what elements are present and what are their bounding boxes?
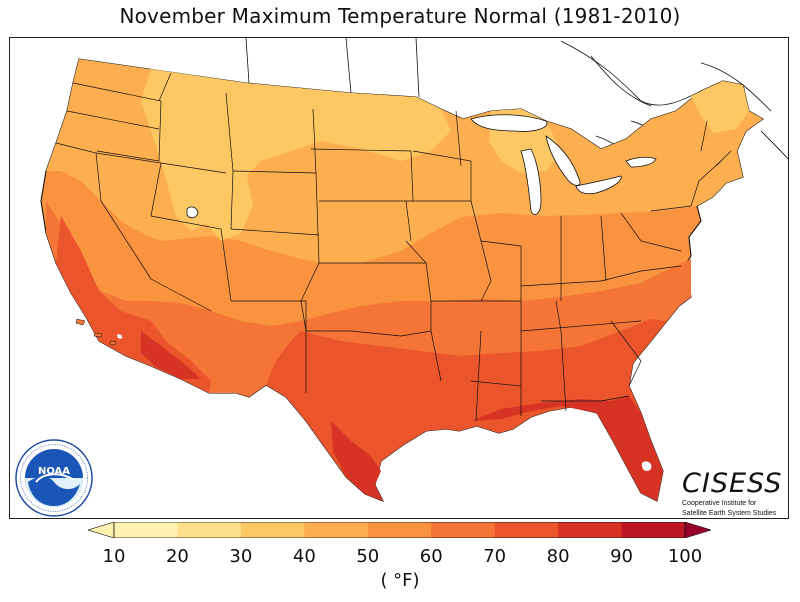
colorbar-segments xyxy=(88,522,711,538)
colorbar-tick-label: 40 xyxy=(292,546,316,567)
water-bodies xyxy=(117,334,652,471)
cisess-logo: CISESS Cooperative Institute for Satelli… xyxy=(682,470,782,518)
colorbar-segment xyxy=(177,522,242,538)
colorbar-segment xyxy=(114,522,178,538)
colorbar-tick-label: 10 xyxy=(102,546,126,567)
zone-30s xyxy=(691,81,749,133)
colorbar-segment xyxy=(367,522,432,538)
colorbar-extend-high xyxy=(684,522,711,538)
great-lakes xyxy=(186,114,657,219)
state-borders xyxy=(55,72,732,422)
noaa-wordmark: NOAA xyxy=(38,466,70,477)
map-panel xyxy=(9,37,789,519)
noaa-logo: NOAA xyxy=(15,439,93,517)
colorbar-segment xyxy=(494,522,559,538)
colorbar-segment xyxy=(621,522,686,538)
colorbar-segment xyxy=(431,522,496,538)
colorbar-tick-label: 20 xyxy=(165,546,189,567)
colorbar-units: ( °F) xyxy=(380,570,420,591)
colorbar-tick-label: 90 xyxy=(610,546,633,567)
colorbar-tick-label: 30 xyxy=(229,546,253,567)
colorbar-tick-label: 80 xyxy=(546,546,570,567)
temperature-map xyxy=(40,38,788,503)
colorbar-tick-label: 60 xyxy=(419,546,443,567)
zone-80s xyxy=(471,396,663,501)
neighbor-outlines xyxy=(245,38,788,162)
coastal-islands xyxy=(75,318,117,346)
colorbar-tick-label: 100 xyxy=(667,546,703,567)
cisess-wordmark: CISESS xyxy=(682,468,783,499)
zone-80s xyxy=(141,331,201,379)
zone-30s xyxy=(206,161,253,241)
colorbar-segment xyxy=(558,522,623,538)
colorbar-tick-label: 70 xyxy=(483,546,507,567)
colorbar xyxy=(88,522,711,538)
colorbar-segment xyxy=(304,522,369,538)
zone-80s xyxy=(331,421,383,501)
zone-70s xyxy=(56,216,211,393)
colorbar-segment xyxy=(240,522,305,538)
colorbar-tick-label: 50 xyxy=(356,546,380,567)
map-title: November Maximum Temperature Normal (198… xyxy=(119,4,681,28)
cisess-subtitle-line-1: Cooperative Institute for xyxy=(682,500,757,507)
colorbar-extend-low xyxy=(88,522,115,538)
cisess-subtitle-line-2: Satellite Earth System Studies xyxy=(682,510,777,517)
